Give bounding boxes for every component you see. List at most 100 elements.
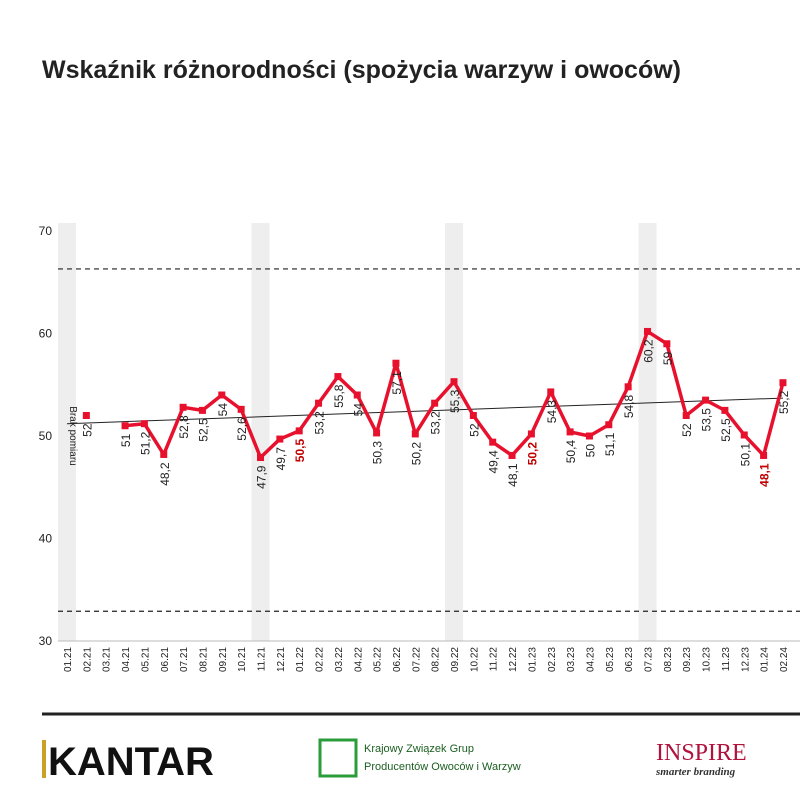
point-marker — [218, 391, 226, 399]
kzgpow-line2: Producentów Owoców i Warzyw — [364, 761, 521, 773]
point-marker — [198, 406, 206, 414]
data-label: 57,1 — [390, 371, 404, 395]
y-tick-label: 60 — [39, 327, 53, 341]
point-marker — [682, 412, 690, 419]
x-tick-label: 01.22 — [295, 647, 306, 672]
point-marker — [760, 451, 768, 459]
trend-line — [66, 397, 783, 425]
point-marker — [295, 427, 303, 435]
x-tick-label: 11.23 — [721, 647, 732, 672]
point-marker — [411, 430, 419, 438]
data-label: 60,2 — [642, 339, 656, 363]
point-marker — [721, 406, 729, 414]
point-marker — [605, 421, 613, 429]
data-label: 54 — [351, 403, 365, 417]
data-label: 54 — [216, 403, 230, 417]
data-label: 53,2 — [313, 411, 327, 435]
x-tick-label: 05.22 — [373, 647, 384, 672]
point-marker — [624, 383, 632, 391]
data-label: 50,4 — [564, 440, 578, 464]
y-tick-label: 50 — [39, 429, 53, 443]
point-marker — [566, 428, 574, 436]
x-tick-label: 03.23 — [566, 647, 577, 672]
point-marker — [82, 412, 90, 419]
data-label: 48,2 — [158, 462, 172, 486]
x-tick-label: 08.21 — [198, 647, 209, 672]
point-marker — [644, 327, 651, 335]
point-marker — [373, 429, 381, 437]
x-tick-label: 07.22 — [411, 647, 422, 672]
x-tick-label: 08.23 — [663, 647, 674, 672]
data-label: 47,9 — [255, 465, 269, 489]
x-tick-label: 11.22 — [489, 647, 500, 672]
x-tick-label: 03.22 — [334, 647, 345, 672]
point-marker — [489, 438, 497, 446]
x-tick-label: 05.21 — [140, 647, 151, 672]
data-label: 51 — [119, 433, 133, 447]
point-marker — [702, 396, 710, 404]
x-tick-label: 10.22 — [469, 647, 480, 672]
data-label: 52 — [680, 423, 694, 437]
point-marker — [663, 340, 671, 348]
x-tick-label: 04.23 — [585, 647, 596, 672]
point-marker — [779, 379, 787, 387]
x-tick-label: 02.21 — [82, 647, 93, 672]
x-tick-label: 10.23 — [702, 647, 713, 672]
point-marker — [431, 399, 439, 407]
point-marker — [257, 454, 264, 462]
x-tick-label: 09.22 — [450, 647, 461, 672]
x-tick-label: 01.21 — [63, 647, 74, 672]
data-label: 54,8 — [622, 394, 636, 418]
x-tick-label: 02.23 — [547, 647, 558, 672]
x-tick-label: 07.23 — [644, 647, 655, 672]
point-marker — [276, 435, 284, 443]
x-tick-label: 08.22 — [431, 647, 442, 672]
data-label: 51,1 — [603, 432, 617, 456]
point-marker — [353, 391, 361, 399]
x-tick-label: 04.21 — [121, 647, 132, 672]
y-tick-label: 40 — [39, 532, 53, 546]
x-tick-label: 12.21 — [276, 647, 287, 672]
point-marker — [121, 422, 129, 430]
data-label: 52 — [467, 423, 481, 437]
data-label: 59 — [661, 351, 675, 365]
data-label: 50 — [583, 444, 597, 458]
shaded-band — [638, 223, 657, 641]
data-label: 51,2 — [138, 431, 152, 455]
data-label: 50,1 — [738, 443, 752, 467]
kantar-accent — [42, 740, 46, 778]
x-tick-label: 06.22 — [392, 647, 403, 672]
x-tick-label: 09.23 — [682, 647, 693, 672]
data-label: 48,1 — [758, 463, 772, 487]
y-tick-label: 30 — [39, 634, 53, 648]
data-label: 54,3 — [545, 400, 559, 424]
kantar-logo: KANTAR — [48, 740, 214, 784]
point-marker — [140, 420, 148, 428]
point-marker — [237, 405, 245, 413]
shaded-band — [58, 223, 76, 641]
point-marker — [508, 451, 516, 459]
x-tick-label: 05.23 — [605, 647, 616, 672]
data-label: 55,8 — [332, 384, 346, 408]
data-label: 49,4 — [487, 450, 501, 474]
data-label: 50,2 — [525, 442, 539, 466]
x-tick-label: 11.21 — [257, 647, 268, 672]
data-label: 52,8 — [177, 415, 191, 439]
x-tick-label: 12.23 — [740, 647, 751, 672]
x-tick-label: 09.21 — [218, 647, 229, 672]
data-label: 50,2 — [409, 442, 423, 466]
data-label: 52,6 — [235, 417, 249, 441]
point-marker — [160, 450, 168, 458]
x-tick-label: 02.24 — [779, 647, 790, 672]
x-tick-label: 02.22 — [315, 647, 326, 672]
data-label: 50,5 — [293, 439, 307, 463]
x-tick-label: 10.21 — [237, 647, 248, 672]
data-label: 52,5 — [719, 418, 733, 442]
annotation: Brak pomiaru — [67, 406, 78, 465]
point-marker — [450, 378, 458, 386]
data-label: 50,3 — [371, 441, 385, 465]
point-marker — [334, 373, 342, 381]
x-tick-label: 06.21 — [160, 647, 171, 672]
data-label: 49,7 — [274, 447, 288, 471]
